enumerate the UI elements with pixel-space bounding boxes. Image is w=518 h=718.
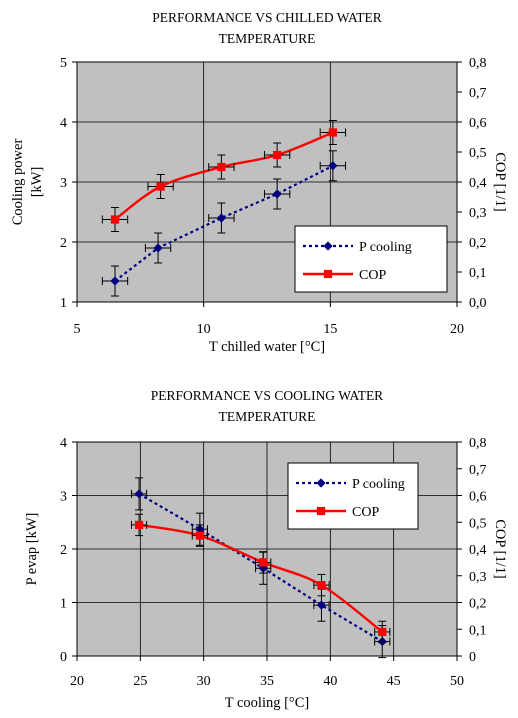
x-axis-label: T cooling [°C] bbox=[225, 695, 309, 711]
series-p-cooling bbox=[101, 150, 347, 297]
y2-tick-label: 0,8 bbox=[469, 56, 487, 71]
y-tick-label: 0 bbox=[60, 650, 67, 665]
y2-axis-label: COP [1/1] bbox=[492, 152, 508, 211]
y2-tick-label: 0,0 bbox=[469, 296, 487, 311]
y-tick-label: 5 bbox=[60, 56, 67, 71]
x-tick-label: 5 bbox=[74, 322, 81, 337]
legend-label: P cooling bbox=[352, 477, 405, 492]
data-point bbox=[216, 213, 227, 223]
y-axis-label: Cooling power bbox=[10, 139, 26, 226]
legend-swatch-marker bbox=[316, 506, 326, 516]
data-point bbox=[134, 520, 144, 530]
chart-title-line: TEMPERATURE bbox=[219, 409, 316, 424]
x-tick-label: 20 bbox=[70, 674, 84, 689]
y-axis-label: P evap [kW] bbox=[24, 513, 40, 586]
y2-tick-label: 0 bbox=[469, 650, 476, 665]
series-cop bbox=[101, 120, 347, 232]
y2-tick-label: 0,8 bbox=[469, 436, 487, 451]
data-point bbox=[134, 489, 144, 499]
y2-tick-label: 0,1 bbox=[469, 623, 487, 638]
y2-tick-label: 0,1 bbox=[469, 266, 487, 281]
series-line bbox=[114, 164, 334, 282]
chart-1: PERFORMANCE VS CHILLED WATER TEMPERATURE 5… bbox=[10, 10, 508, 355]
x-tick-label: 10 bbox=[197, 322, 211, 337]
data-point bbox=[217, 162, 226, 172]
chart-title-line: PERFORMANCE VS CHILLED WATER bbox=[152, 10, 381, 25]
data-point bbox=[110, 276, 120, 286]
y-tick-label: 4 bbox=[60, 116, 67, 131]
data-point bbox=[317, 581, 326, 590]
legend: P cooling COP bbox=[287, 462, 419, 530]
chart-2: PERFORMANCE VS COOLING WATER TEMPERATURE 2… bbox=[24, 388, 508, 711]
data-point bbox=[328, 161, 338, 171]
legend-label: P cooling bbox=[359, 240, 412, 255]
legend-label: COP bbox=[352, 505, 379, 520]
series-cop bbox=[130, 513, 391, 644]
y-tick-label: 3 bbox=[60, 490, 67, 505]
x-axis-label: T chilled water [°C] bbox=[209, 339, 325, 355]
data-point bbox=[153, 243, 163, 253]
y-tick-label: 4 bbox=[60, 436, 67, 451]
x-tick-label: 25 bbox=[133, 674, 147, 689]
x-tick-label: 20 bbox=[450, 322, 464, 337]
legend-swatch-marker bbox=[323, 241, 333, 251]
y-axis-label: [kW] bbox=[29, 167, 45, 198]
data-point bbox=[272, 189, 282, 199]
y-tick-label: 1 bbox=[60, 296, 67, 311]
y2-tick-label: 0,4 bbox=[469, 543, 487, 558]
y2-tick-label: 0,5 bbox=[469, 516, 487, 531]
chart-title-line: TEMPERATURE bbox=[219, 31, 316, 46]
y2-axis-label: COP [1/1] bbox=[492, 519, 508, 578]
x-tick-label: 50 bbox=[450, 674, 464, 689]
y2-tick-label: 0,2 bbox=[469, 236, 487, 251]
y-tick-label: 1 bbox=[60, 597, 67, 612]
x-tick-label: 15 bbox=[323, 322, 337, 337]
x-tick-label: 40 bbox=[323, 674, 337, 689]
data-point bbox=[156, 182, 165, 191]
legend-swatch-marker bbox=[323, 269, 333, 279]
y2-tick-label: 0,6 bbox=[469, 116, 487, 131]
legend-label: COP bbox=[359, 268, 386, 283]
data-point bbox=[316, 600, 327, 610]
y2-tick-label: 0,3 bbox=[469, 206, 487, 221]
y2-tick-label: 0,7 bbox=[469, 463, 487, 478]
y2-tick-label: 0,2 bbox=[469, 597, 487, 612]
chart-title-line: PERFORMANCE VS COOLING WATER bbox=[151, 388, 383, 403]
y2-tick-label: 0,7 bbox=[469, 86, 487, 101]
data-point bbox=[273, 150, 282, 160]
data-point bbox=[110, 215, 120, 224]
y2-tick-label: 0,5 bbox=[469, 146, 487, 161]
y2-tick-label: 0,6 bbox=[469, 490, 487, 505]
legend: P cooling COP bbox=[294, 225, 448, 293]
data-point bbox=[328, 128, 337, 137]
legend-swatch-marker bbox=[316, 478, 326, 488]
y-tick-label: 2 bbox=[60, 543, 67, 558]
data-point bbox=[195, 531, 204, 540]
x-tick-label: 45 bbox=[387, 674, 401, 689]
y-tick-label: 3 bbox=[60, 176, 67, 191]
x-tick-label: 30 bbox=[197, 674, 211, 689]
data-point bbox=[259, 558, 268, 567]
y-tick-label: 2 bbox=[60, 236, 67, 251]
legend-box bbox=[287, 462, 419, 530]
y2-tick-label: 0,3 bbox=[469, 570, 487, 585]
y2-tick-label: 0,4 bbox=[469, 176, 487, 191]
data-point bbox=[378, 627, 387, 637]
x-tick-label: 35 bbox=[260, 674, 274, 689]
legend-box bbox=[294, 225, 448, 293]
